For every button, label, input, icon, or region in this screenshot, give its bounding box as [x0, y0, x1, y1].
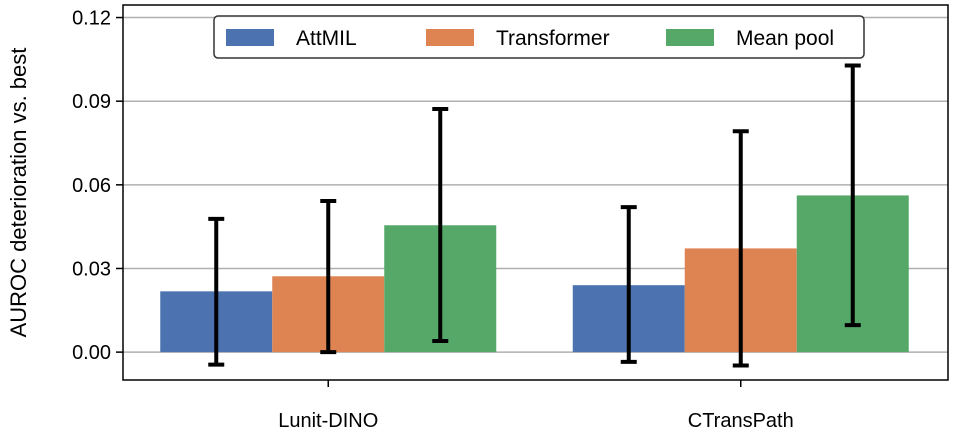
legend: AttMIL Transformer Mean pool	[213, 15, 865, 59]
x-tick-label: CTransPath	[688, 410, 794, 432]
error-bars-group	[208, 63, 861, 368]
legend-label: AttMIL	[296, 27, 357, 50]
y-tick-label: 0.06	[72, 175, 111, 197]
y-tick-label: 0.09	[72, 91, 111, 113]
bars-group	[160, 195, 909, 353]
y-tick-label: 0.03	[72, 258, 111, 280]
legend-swatch	[226, 29, 274, 46]
legend-label: Mean pool	[736, 27, 834, 50]
y-axis-title: AUROC deterioration vs. best	[6, 48, 31, 338]
x-tick-label: Lunit-DINO	[278, 410, 378, 432]
y-tick-label: 0.00	[72, 342, 111, 364]
x-axis: Lunit-DINO CTransPath	[278, 380, 794, 432]
y-tick-label: 0.12	[72, 8, 111, 30]
plot-frame	[122, 4, 949, 381]
legend-swatch	[426, 29, 474, 46]
y-axis: 0.00 0.03 0.06 0.09 0.12	[72, 8, 123, 364]
legend-label: Transformer	[496, 27, 610, 50]
legend-box	[213, 15, 865, 59]
legend-swatch	[666, 29, 714, 46]
